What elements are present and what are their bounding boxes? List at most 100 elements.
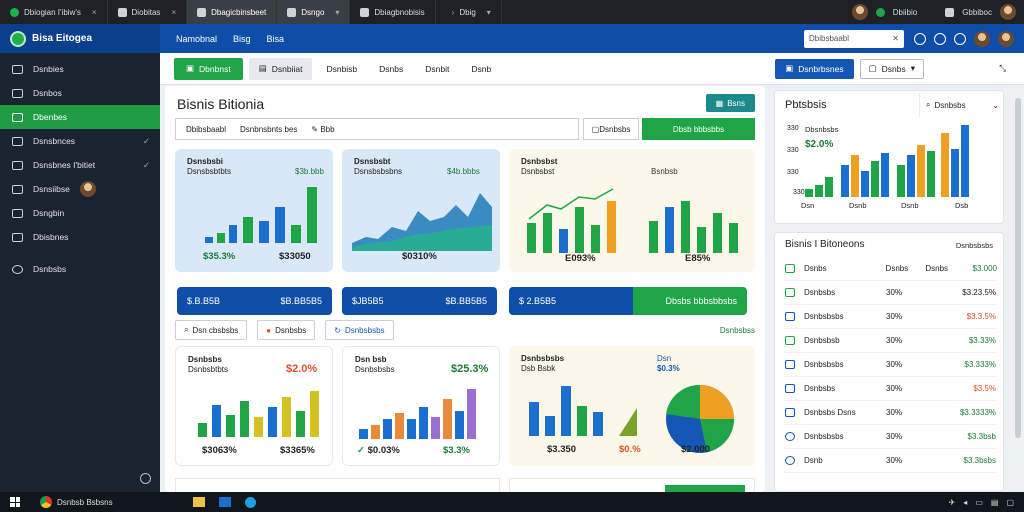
- sidebar-item[interactable]: Dsnsbnes I'bitiet ✓: [0, 153, 160, 177]
- kpi-card[interactable]: Dsnsbsbi Dsnsbsbtbts $3b.bbb $35.3% $330…: [175, 149, 333, 272]
- browser-tab[interactable]: Dbiogian I'ibiw's ×: [0, 0, 108, 24]
- record-icon: ●: [266, 325, 272, 335]
- battery-icon[interactable]: ▭: [975, 497, 983, 507]
- bar-chart: [529, 386, 637, 436]
- table-row[interactable]: Dsnbsbs Dsns 30% $3.3333%: [785, 401, 997, 425]
- secondary-button[interactable]: ▤ Dsnbiiat: [248, 57, 313, 80]
- action-button[interactable]: ▦ Bsns: [705, 94, 755, 112]
- search-icon[interactable]: [914, 32, 926, 45]
- toolbar-link[interactable]: Dsnbit: [425, 63, 450, 74]
- x-label: Dsn: [801, 201, 815, 210]
- taskbar-app[interactable]: Dsnbsb Bsbsns: [30, 496, 123, 508]
- sidebar-item[interactable]: Dsnsbnces ✓: [0, 129, 160, 153]
- check-icon: ✓: [357, 445, 368, 456]
- avatar[interactable]: [998, 30, 1014, 47]
- document-icon: [785, 408, 795, 417]
- kpi-card[interactable]: Dsn bsb Dsnbsbsbs $25.3% ✓ $0.03% $3.3%: [342, 346, 500, 466]
- summary-pill[interactable]: $ 2.B5B5 Dbsbs bbbsbbsbs: [509, 287, 747, 315]
- app-icon[interactable]: [244, 496, 256, 508]
- clock-icon[interactable]: ▢: [1006, 497, 1014, 507]
- filter-date[interactable]: Dbibsbaabl: [186, 124, 227, 134]
- header-nav-item[interactable]: Bisg: [233, 33, 251, 44]
- toolbar-link[interactable]: Dsnb: [471, 63, 492, 74]
- sidebar-item[interactable]: Dsnbsbs: [0, 257, 160, 281]
- filter-apply-button[interactable]: Dbsb bbbsbbs: [642, 118, 755, 140]
- kpi-card[interactable]: Dsnbsbs Dsnbsbtbts $2.0% $3063% $3365%: [175, 346, 333, 466]
- close-icon[interactable]: ×: [171, 7, 177, 17]
- scrollbar[interactable]: [1015, 98, 1021, 438]
- kpi-card[interactable]: Dsnbsbsbs Dsb Bsbk Dsn $0.3% $3.350 $0.%…: [509, 346, 755, 466]
- chart-bar: [307, 187, 317, 243]
- sub-tab[interactable]: ↻ Dsnbsbsbs: [325, 320, 394, 340]
- chevron-down-icon[interactable]: ▾: [486, 7, 491, 17]
- start-button[interactable]: [0, 497, 30, 507]
- chart-bar: [217, 233, 225, 243]
- browser-tab[interactable]: Dbiagbnobisis: [350, 0, 436, 24]
- header-nav-item[interactable]: Namobnal: [176, 33, 218, 44]
- brand[interactable]: Bisa Eitogea: [0, 24, 160, 53]
- kpi-value: $3.350: [547, 444, 577, 455]
- tab-favicon-icon: [875, 7, 885, 17]
- avatar[interactable]: [851, 4, 868, 20]
- avatar[interactable]: [974, 30, 990, 47]
- table-row[interactable]: Dsnbsbsb 30% $3.33%: [785, 329, 997, 353]
- grid-icon: ▦: [715, 98, 724, 108]
- toolbar-link[interactable]: Dsnbs: [379, 63, 404, 74]
- primary-button[interactable]: ▣ Dbnbnst: [174, 57, 243, 80]
- sub-tab-right[interactable]: Dsnbsbss: [719, 325, 755, 335]
- panel-search[interactable]: ⌕ Dsnbsbs ⌄: [919, 93, 1003, 117]
- kpi-card[interactable]: Dsnsbsbt Dsnsbsbsbns $4b.bbbs $0310%: [342, 149, 500, 272]
- card-title: Dsnbsbs: [188, 355, 222, 364]
- chart-bar: [259, 221, 269, 243]
- sidebar-item[interactable]: Dsnbies: [0, 57, 160, 81]
- sidebar-item[interactable]: Dsngbin: [0, 201, 160, 225]
- header-nav-item[interactable]: Bisa: [266, 33, 285, 44]
- collapse-icon[interactable]: [140, 473, 151, 484]
- volume-icon[interactable]: ◂: [963, 497, 968, 507]
- browser-tab[interactable]: › Dbig ▾: [436, 0, 502, 24]
- browser-tab[interactable]: Diobitas ×: [108, 0, 188, 24]
- filter-chip[interactable]: ▢ Dsnbsbs: [583, 118, 639, 140]
- expand-icon[interactable]: ⤡: [999, 63, 1006, 73]
- sub-tab[interactable]: ⌕ Dsn cbsbsbs: [175, 320, 248, 340]
- sidebar-item[interactable]: Dbisbnes: [0, 225, 160, 249]
- summary-pill[interactable]: $.B.B5B $B.BB5B5: [177, 287, 332, 315]
- settings-icon: [785, 456, 795, 465]
- browser-tab-active[interactable]: Dbagicbinsbeet: [187, 0, 278, 24]
- sidebar-item-active[interactable]: Dbenbes: [0, 105, 160, 129]
- folder-icon[interactable]: [192, 497, 205, 507]
- avatar[interactable]: [1000, 4, 1016, 20]
- table-row[interactable]: Dsnbsbsbs 30% $3.333%: [785, 353, 997, 377]
- close-icon[interactable]: ✕: [892, 34, 899, 43]
- notification-icon[interactable]: [934, 32, 946, 45]
- export-button[interactable]: ▣ Dsnbrbsnes: [775, 58, 854, 79]
- table-row[interactable]: Dsnbsbsbs 30% $3.3bsb: [785, 425, 997, 449]
- store-icon[interactable]: [218, 497, 231, 507]
- bottom-green-bar[interactable]: [665, 485, 745, 492]
- table-row[interactable]: Dsnb 30% $3.3bsbs: [785, 449, 997, 473]
- settings-icon[interactable]: [954, 32, 966, 45]
- search-input[interactable]: Dbibsbaabl ✕: [804, 29, 904, 48]
- panel-header-right: Dsnbsbsbs: [955, 241, 993, 250]
- document-icon: [785, 312, 795, 321]
- toolbar-link[interactable]: Dsnbisb: [326, 63, 358, 74]
- table-row[interactable]: Dsnbsbsbs 30% $3.3.5%: [785, 305, 997, 329]
- filter-icon: ▤: [258, 63, 267, 73]
- browser-tab[interactable]: Dsngo ▾: [277, 0, 351, 24]
- table-row[interactable]: Dsnbsbs 30% $3.23.5%: [785, 281, 997, 305]
- close-icon[interactable]: ×: [91, 7, 97, 17]
- filter-item[interactable]: ✎ Bbb: [311, 124, 335, 134]
- dropdown-button[interactable]: ▢ Dsnbs ▾: [859, 58, 924, 79]
- chevron-down-icon[interactable]: ▾: [335, 7, 340, 17]
- kpi-card[interactable]: Dsnbsbst Dsnbsbst Bsnbsb E093% E85%: [509, 149, 755, 272]
- sidebar-item[interactable]: Dsnsiibse: [0, 177, 160, 201]
- notification-icon[interactable]: ▤: [990, 497, 999, 507]
- sub-tab[interactable]: ● Dsnbsbs: [257, 320, 316, 340]
- summary-pill[interactable]: $JB5B5 $B.BB5B5: [342, 287, 497, 315]
- panel-title: Bisnis I Bitoneons: [785, 239, 865, 250]
- kpi-value: E093%: [565, 253, 596, 264]
- sidebar-item[interactable]: Dsnbos: [0, 81, 160, 105]
- network-icon[interactable]: ✈: [948, 497, 956, 507]
- filter-item[interactable]: Dsnbnsbnts bes: [240, 124, 298, 134]
- table-row[interactable]: Dsnbsbs 30% $3.5%: [785, 377, 997, 401]
